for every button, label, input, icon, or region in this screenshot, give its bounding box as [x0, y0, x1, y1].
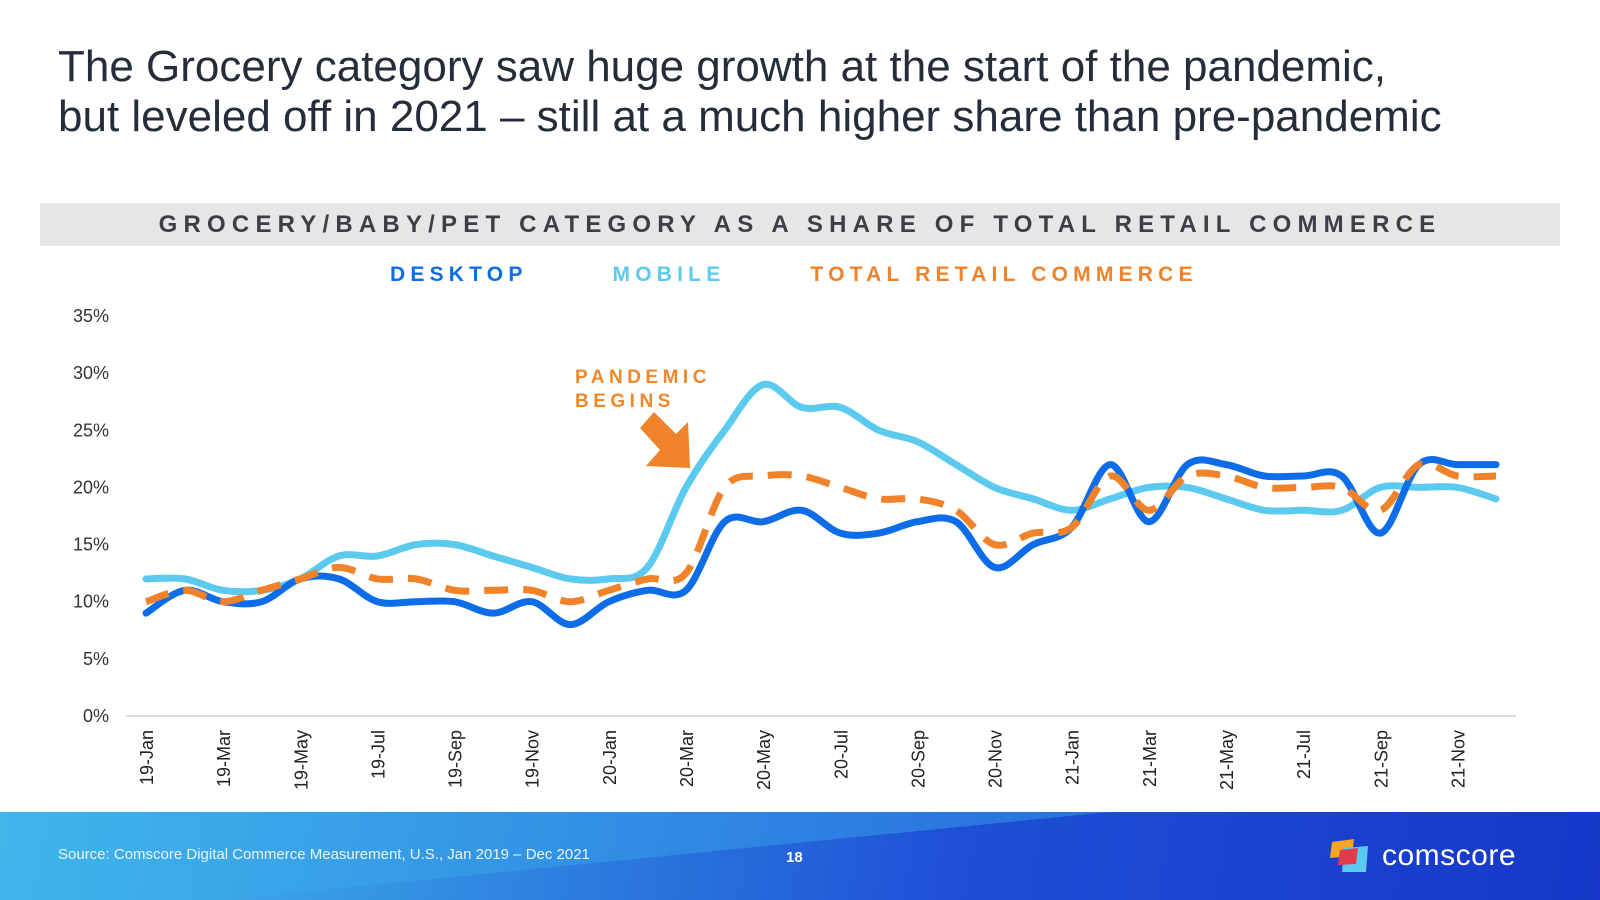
annotation-arrow-icon — [640, 412, 690, 468]
x-tick-label: 19-Mar — [214, 730, 234, 787]
annotation: PANDEMIC BEGINS — [575, 367, 711, 468]
x-tick-label: 20-Jul — [831, 730, 851, 779]
annotation-line-2: BEGINS — [575, 391, 675, 412]
y-tick-label: 25% — [73, 420, 109, 440]
x-tick-label: 21-Jul — [1294, 730, 1314, 779]
x-tick-label: 19-Nov — [523, 730, 543, 788]
legend-desktop: DESKTOP — [390, 263, 528, 286]
footer-decoration — [0, 812, 1110, 900]
x-tick-label: 20-May — [754, 730, 774, 790]
y-tick-label: 35% — [73, 306, 109, 326]
x-tick-label: 19-Sep — [446, 730, 466, 788]
x-tick-label: 19-Jul — [368, 730, 388, 779]
y-tick-label: 0% — [83, 706, 109, 726]
footer: Source: Comscore Digital Commerce Measur… — [0, 812, 1600, 900]
x-axis: 19-Jan 19-Mar 19-May 19-Jul 19-Sep 19-Nov 20-J… — [137, 730, 1468, 790]
title-line-1: The Grocery category saw huge growth at … — [58, 42, 1387, 91]
x-tick-label: 20-Sep — [908, 730, 928, 788]
page-number: 18 — [786, 849, 803, 866]
y-tick-label: 30% — [73, 363, 109, 383]
brand-logo: comscore — [1328, 836, 1516, 876]
x-tick-label: 21-Jan — [1063, 730, 1083, 785]
series-layer — [142, 380, 1500, 629]
y-tick-label: 5% — [83, 649, 109, 669]
annotation-line-1: PANDEMIC — [575, 367, 711, 388]
x-tick-label: 21-Nov — [1448, 730, 1468, 788]
source-note: Source: Comscore Digital Commerce Measur… — [58, 846, 590, 863]
chart-legend: DESKTOP MOBILE TOTAL RETAIL COMMERCE — [390, 263, 1198, 287]
y-tick-label: 20% — [73, 477, 109, 497]
x-tick-label: 21-May — [1217, 730, 1237, 790]
slide-title: The Grocery category saw huge growth at … — [58, 42, 1558, 142]
x-tick-label: 19-May — [291, 730, 311, 790]
x-tick-label: 20-Mar — [677, 730, 697, 787]
x-tick-label: 20-Jan — [600, 730, 620, 785]
comscore-logo-icon — [1330, 839, 1368, 872]
x-tick-label: 20-Nov — [986, 730, 1006, 788]
chart-title: GROCERY/BABY/PET CATEGORY AS A SHARE OF … — [158, 210, 1442, 238]
brand-name: comscore — [1382, 839, 1517, 872]
legend-mobile: MOBILE — [612, 263, 726, 286]
legend-total-retail-commerce: TOTAL RETAIL COMMERCE — [810, 263, 1198, 286]
chart-title-band: GROCERY/BABY/PET CATEGORY AS A SHARE OF … — [40, 203, 1560, 246]
y-axis: 0% 5% 10% 15% 20% 25% 30% 35% — [73, 306, 109, 726]
x-tick-label: 19-Jan — [137, 730, 157, 785]
series-desktop-line — [142, 456, 1500, 629]
x-tick-label: 21-Mar — [1140, 730, 1160, 787]
series-mobile-line — [142, 380, 1500, 596]
series-total-retail-commerce-line — [144, 459, 1497, 606]
line-chart: 0% 5% 10% 15% 20% 25% 30% 35% 19-Jan 19-Mar 19-Ma… — [73, 306, 1516, 790]
x-tick-label: 21-Sep — [1371, 730, 1391, 788]
title-line-2: but leveled off in 2021 – still at a muc… — [58, 92, 1442, 141]
y-tick-label: 10% — [73, 592, 109, 612]
y-tick-label: 15% — [73, 535, 109, 555]
